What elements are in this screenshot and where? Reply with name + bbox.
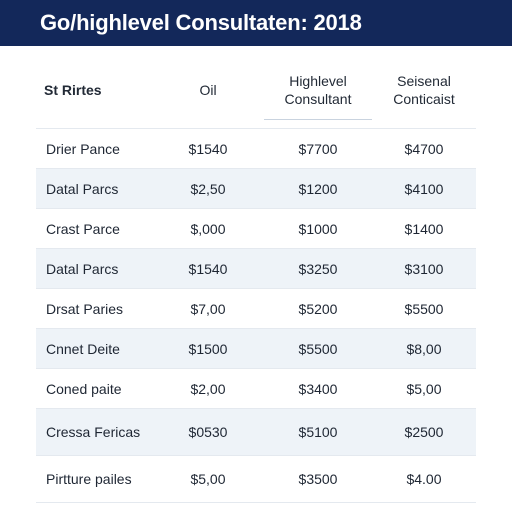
cell-value: $4100	[404, 180, 444, 197]
cell-value: $5,00	[190, 471, 226, 487]
cell-value: $5200	[298, 300, 338, 317]
table-body: Drier Pance $1540 $7700 $4700 Datal Parc…	[36, 128, 476, 503]
cell-value: $3100	[404, 260, 444, 277]
cell-value: $4700	[404, 140, 444, 157]
cell-value: $3250	[298, 260, 338, 277]
column-header: Oil	[199, 82, 217, 98]
cell-value: $2,50	[190, 180, 226, 197]
cell-value: $1500	[188, 340, 228, 357]
table-row: Datal Parcs $1540 $3250 $3100	[36, 248, 476, 288]
table-row: Datal Parcs $2,50 $1200 $4100	[36, 168, 476, 208]
cell-value: $,000	[190, 220, 226, 237]
table-row: Pirtture pailes $5,00 $3500 $4.00	[36, 455, 476, 503]
row-label: Cnnet Deite	[46, 340, 120, 357]
row-label: Datal Parcs	[46, 180, 119, 197]
header-underline	[264, 119, 372, 120]
cell-value: $7,00	[190, 300, 226, 317]
row-label: Cressa Fericas	[46, 424, 141, 440]
column-header: Highlevel Consultant	[284, 73, 352, 107]
pricing-table: St Rirtes Oil Highlevel Consultant Seise…	[36, 60, 476, 503]
row-label: Coned paite	[46, 380, 122, 397]
cell-value: $1000	[298, 220, 338, 237]
row-label: Pirtture pailes	[46, 471, 132, 487]
cell-value: $2500	[404, 424, 444, 440]
table-row: Drsat Paries $7,00 $5200 $5500	[36, 288, 476, 328]
cell-value: $8,00	[406, 340, 442, 357]
table-row: Cressa Fericas $0530 $5100 $2500	[36, 408, 476, 455]
cell-value: $1200	[298, 180, 338, 197]
column-header: St Rirtes	[44, 82, 102, 98]
cell-value: $2,00	[190, 380, 226, 397]
cell-value: $7700	[298, 140, 338, 157]
cell-value: $3400	[298, 380, 338, 397]
cell-value: $5,00	[406, 380, 442, 397]
cell-value: $1540	[188, 260, 228, 277]
page-header: Go/highlevel Consultaten: 2018	[0, 0, 512, 46]
table-row: Cnnet Deite $1500 $5500 $8,00	[36, 328, 476, 368]
column-header: Seisenal Conticaist	[393, 73, 455, 107]
cell-value: $4.00	[406, 471, 442, 487]
cell-value: $5100	[298, 424, 338, 440]
cell-value: $1400	[404, 220, 444, 237]
cell-value: $5500	[298, 340, 338, 357]
cell-value: $5500	[404, 300, 444, 317]
page-title: Go/highlevel Consultaten: 2018	[40, 10, 362, 35]
row-label: Drier Pance	[46, 140, 120, 157]
table-header-row: St Rirtes Oil Highlevel Consultant Seise…	[36, 60, 476, 120]
cell-value: $0530	[188, 424, 228, 440]
table-row: Coned paite $2,00 $3400 $5,00	[36, 368, 476, 408]
row-label: Drsat Paries	[46, 300, 124, 317]
table-row: Drier Pance $1540 $7700 $4700	[36, 128, 476, 168]
table-row: Crast Parce $,000 $1000 $1400	[36, 208, 476, 248]
cell-value: $1540	[188, 140, 228, 157]
cell-value: $3500	[298, 471, 338, 487]
row-label: Datal Parcs	[46, 260, 119, 277]
row-label: Crast Parce	[46, 220, 120, 237]
